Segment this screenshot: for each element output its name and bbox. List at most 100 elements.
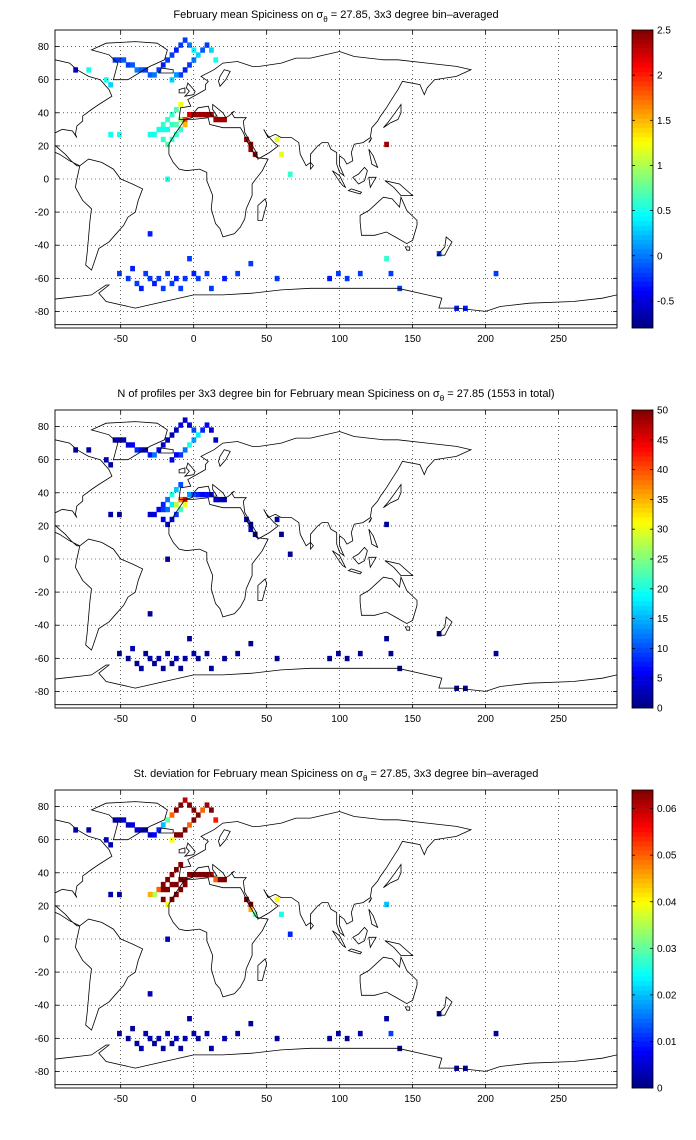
y-tick-label: -40 bbox=[35, 621, 50, 632]
y-tick-label: 0 bbox=[43, 935, 49, 946]
y-tick-label: 60 bbox=[38, 455, 50, 466]
data-cell bbox=[204, 491, 210, 498]
data-cell bbox=[248, 526, 254, 533]
data-cell bbox=[384, 635, 389, 642]
colorbar-tick-label: 45 bbox=[657, 435, 669, 446]
colorbar-segment bbox=[632, 633, 653, 639]
data-cell bbox=[165, 270, 170, 277]
data-cell bbox=[182, 417, 188, 423]
colorbar-segment bbox=[632, 656, 653, 662]
data-cell bbox=[187, 635, 192, 642]
colorbar-segment bbox=[632, 790, 653, 795]
colorbar-segment bbox=[632, 179, 653, 184]
coastline bbox=[347, 948, 363, 955]
colorbar-segment bbox=[632, 531, 653, 537]
x-tick-label: -50 bbox=[113, 1094, 128, 1105]
coastline bbox=[218, 829, 231, 848]
x-tick-label: 250 bbox=[550, 714, 567, 725]
panel-2: -50 0 50 100 150 200 250806040200-20-40-60-805… bbox=[35, 406, 669, 726]
colorbar-segment bbox=[632, 675, 653, 681]
coastline bbox=[218, 69, 231, 88]
colorbar-segment bbox=[632, 484, 653, 490]
colorbar-segment bbox=[632, 1036, 653, 1042]
colorbar-segment bbox=[632, 165, 653, 170]
data-cell bbox=[138, 67, 144, 73]
colorbar-segment bbox=[632, 934, 653, 940]
data-cell bbox=[173, 121, 179, 128]
data-cell bbox=[182, 797, 188, 803]
data-cell bbox=[209, 871, 214, 878]
coastline bbox=[383, 103, 402, 129]
colorbar-segment bbox=[632, 253, 653, 259]
y-tick-label: 40 bbox=[38, 868, 50, 879]
data-cell bbox=[213, 437, 219, 443]
x-tick-label: 250 bbox=[550, 1094, 567, 1105]
colorbar-segment bbox=[632, 475, 653, 481]
data-cell bbox=[156, 67, 162, 73]
data-cell bbox=[147, 511, 153, 518]
data-cell bbox=[195, 275, 201, 282]
data-cell bbox=[108, 891, 114, 898]
data-cell bbox=[165, 886, 170, 893]
colorbar-segment bbox=[632, 281, 653, 287]
data-cell bbox=[178, 665, 184, 672]
colorbar-segment bbox=[632, 461, 653, 467]
colorbar-segment bbox=[632, 1074, 653, 1079]
data-cell bbox=[143, 1030, 149, 1037]
data-cell bbox=[178, 422, 184, 428]
data-cell bbox=[121, 437, 127, 443]
y-tick-label: -20 bbox=[35, 968, 50, 979]
colorbar-segment bbox=[632, 582, 653, 588]
data-cell bbox=[222, 655, 227, 662]
colorbar-tick-label: 2 bbox=[657, 71, 663, 82]
data-cell bbox=[160, 506, 166, 513]
x-tick-label: 0 bbox=[191, 1094, 197, 1105]
coastline bbox=[347, 568, 363, 575]
colorbar-segment bbox=[632, 48, 653, 54]
coastline bbox=[257, 578, 268, 601]
data-cell bbox=[165, 650, 170, 657]
colorbar-segment bbox=[632, 234, 653, 240]
data-cell bbox=[134, 827, 140, 833]
x-tick-label: 200 bbox=[477, 334, 494, 345]
colorbar-segment bbox=[632, 591, 653, 597]
colorbar-segment bbox=[632, 990, 653, 996]
data-cell bbox=[156, 886, 162, 893]
coastline bbox=[383, 863, 402, 889]
colorbar-segment bbox=[632, 1041, 653, 1047]
data-cell bbox=[195, 491, 201, 498]
colorbar-segment bbox=[632, 309, 653, 315]
coastlines bbox=[55, 41, 617, 326]
colorbar-segment bbox=[632, 433, 653, 439]
data-cell bbox=[169, 432, 175, 438]
data-cell bbox=[388, 650, 394, 657]
colorbar-tick-label: 30 bbox=[657, 525, 669, 536]
coastline bbox=[332, 170, 347, 189]
colorbar-segment bbox=[632, 456, 653, 462]
data-cell bbox=[182, 827, 188, 833]
data-cell bbox=[173, 866, 179, 873]
data-cell bbox=[204, 871, 210, 878]
data-cell bbox=[147, 832, 153, 838]
colorbar-segment bbox=[632, 442, 653, 448]
y-tick-label: -60 bbox=[35, 274, 50, 285]
coastline bbox=[178, 87, 186, 94]
colorbar-segment bbox=[632, 985, 653, 991]
data-cell bbox=[252, 151, 258, 158]
data-cell bbox=[160, 126, 166, 133]
x-tick-label: 150 bbox=[404, 334, 421, 345]
data-cell bbox=[156, 447, 162, 453]
colorbar-segment bbox=[632, 314, 653, 319]
data-cell bbox=[117, 650, 122, 657]
colorbar-segment bbox=[632, 929, 653, 935]
data-cell bbox=[274, 136, 280, 143]
colorbar-segment bbox=[632, 437, 653, 443]
colorbar-segment bbox=[632, 123, 653, 129]
colorbar-tick-label: 40 bbox=[657, 465, 669, 476]
colorbar-tick-label: 35 bbox=[657, 495, 669, 506]
coastline bbox=[257, 198, 268, 221]
coastline bbox=[368, 897, 373, 903]
colorbar-segment bbox=[632, 1083, 653, 1089]
x-tick-label: 50 bbox=[261, 334, 273, 345]
colorbar-segment bbox=[632, 479, 653, 485]
